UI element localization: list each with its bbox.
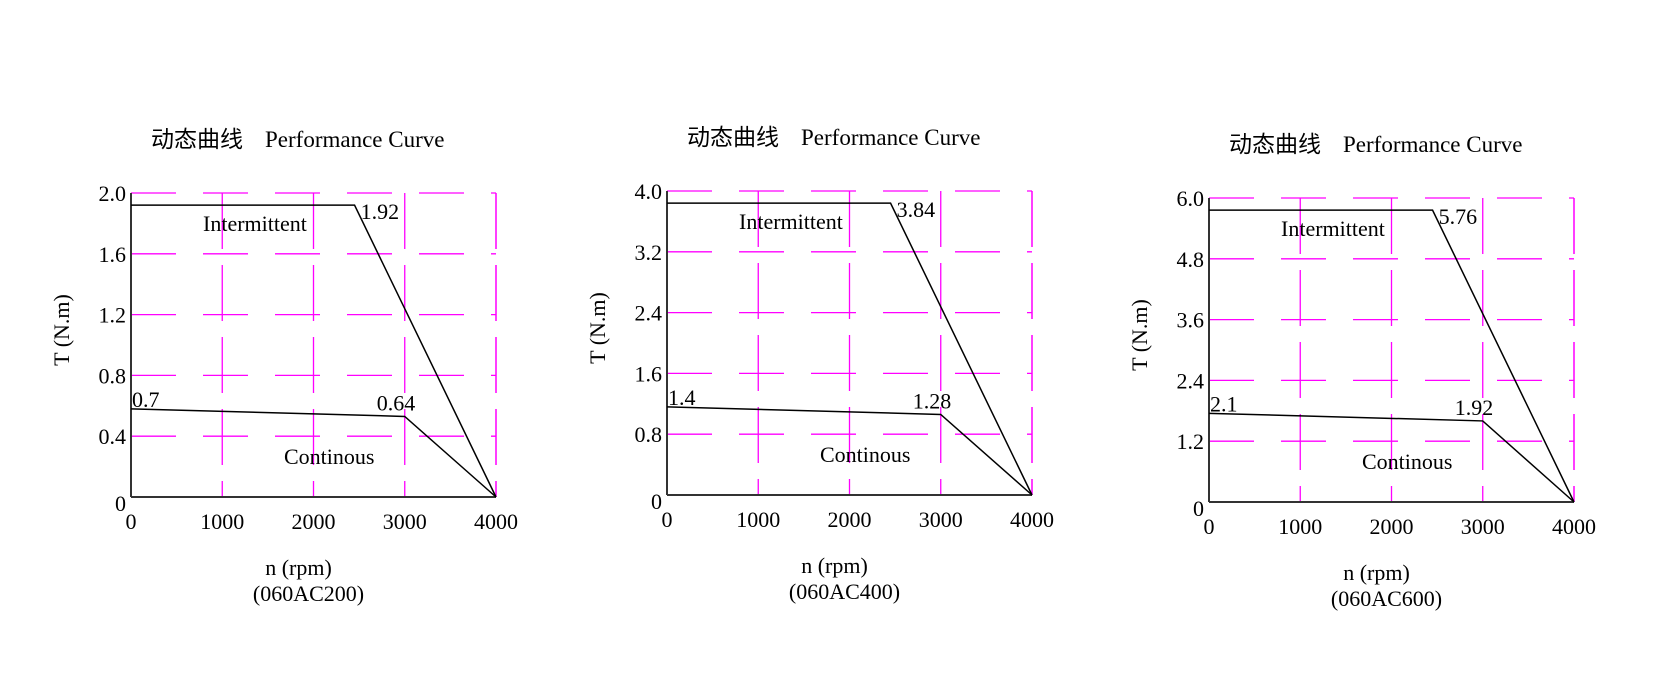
y-tick-label: 0 <box>1193 496 1204 521</box>
chart-title: 动态曲线 Performance Curve <box>687 125 980 150</box>
intermittent-curve <box>131 204 497 498</box>
chart-title-cn: 动态曲线 <box>151 127 243 152</box>
chart-title-en: Performance Curve <box>265 127 444 152</box>
y-tick-label: 1.2 <box>1177 429 1205 454</box>
intermittent-peak-annotation: 1.92 <box>361 199 400 224</box>
chart-title-cn: 动态曲线 <box>1229 132 1321 157</box>
continuous-region-label: Continous <box>284 444 374 469</box>
chart-title: 动态曲线 Performance Curve <box>1229 132 1522 157</box>
intermittent-peak-annotation: 3.84 <box>897 197 936 222</box>
x-tick-label: 3000 <box>383 509 427 534</box>
y-tick-label: 0 <box>115 491 126 516</box>
chart-title-en: Performance Curve <box>1343 132 1522 157</box>
continuous-curve <box>1208 412 1575 503</box>
y-tick-label: 1.2 <box>99 303 127 328</box>
continuous-start-annotation: 2.1 <box>1210 391 1238 416</box>
continuous-curve <box>666 406 1033 496</box>
x-axis-label: n (rpm) <box>265 555 332 580</box>
y-tick-label: 2.4 <box>635 301 663 326</box>
y-axis-label: T (N.m) <box>585 292 610 364</box>
y-tick-label: 0.8 <box>99 363 127 388</box>
y-tick-label: 1.6 <box>99 242 127 267</box>
continuous-knee-annotation: 1.92 <box>1455 395 1494 420</box>
chart-title-en: Performance Curve <box>801 125 980 150</box>
intermittent-peak-annotation: 5.76 <box>1439 204 1478 229</box>
chart-title: 动态曲线 Performance Curve <box>151 127 444 152</box>
continuous-knee-annotation: 0.64 <box>377 390 416 415</box>
x-tick-label: 4000 <box>1010 507 1054 532</box>
intermittent-region-label: Intermittent <box>739 209 843 234</box>
chart-panel-060AC400: 动态曲线 Performance Curve 0 0.8 1.6 2.4 3.2 4.0 0 10… <box>585 125 1054 604</box>
continuous-knee-annotation: 1.28 <box>913 388 952 413</box>
x-tick-label: 1000 <box>1278 514 1322 539</box>
y-tick-label: 4.0 <box>635 179 663 204</box>
intermittent-curve <box>1209 209 1575 503</box>
x-tick-label: 0 <box>662 507 673 532</box>
y-tick-label: 3.2 <box>635 240 663 265</box>
grid <box>1209 197 1575 502</box>
y-tick-label: 4.8 <box>1177 247 1205 272</box>
model-label: (060AC600) <box>1331 586 1442 611</box>
continuous-start-annotation: 1.4 <box>668 385 696 410</box>
y-tick-label: 1.6 <box>635 361 663 386</box>
grid <box>131 192 497 497</box>
chart-panel-060AC200: 动态曲线 Performance Curve 0 0.4 0.8 1.2 1.6 2.0 0 10… <box>49 127 518 606</box>
continuous-curve <box>130 408 497 498</box>
y-tick-label: 2.4 <box>1177 368 1205 393</box>
x-tick-label: 2000 <box>828 507 872 532</box>
x-tick-label: 4000 <box>1552 514 1596 539</box>
y-axis-label: T (N.m) <box>49 294 74 366</box>
x-tick-label: 1000 <box>200 509 244 534</box>
model-label: (060AC200) <box>253 581 364 606</box>
y-axis-label: T (N.m) <box>1127 299 1152 371</box>
x-tick-label: 0 <box>126 509 137 534</box>
continuous-region-label: Continous <box>820 442 910 467</box>
continuous-region-label: Continous <box>1362 449 1452 474</box>
y-tick-label: 6.0 <box>1177 186 1205 211</box>
intermittent-curve <box>667 202 1033 496</box>
x-tick-label: 3000 <box>1461 514 1505 539</box>
y-tick-label: 2.0 <box>99 181 127 206</box>
x-axis-label: n (rpm) <box>1343 560 1410 585</box>
x-axis-label: n (rpm) <box>801 553 868 578</box>
x-tick-label: 2000 <box>1370 514 1414 539</box>
y-tick-label: 3.6 <box>1177 308 1205 333</box>
x-tick-label: 0 <box>1204 514 1215 539</box>
grid <box>667 190 1033 495</box>
intermittent-region-label: Intermittent <box>1281 216 1385 241</box>
x-tick-label: 4000 <box>474 509 518 534</box>
x-tick-label: 3000 <box>919 507 963 532</box>
chart-panel-060AC600: 动态曲线 Performance Curve 0 1.2 2.4 3.6 4.8 6.0 0 10… <box>1127 132 1596 611</box>
x-tick-label: 2000 <box>292 509 336 534</box>
continuous-start-annotation: 0.7 <box>132 387 160 412</box>
model-label: (060AC400) <box>789 579 900 604</box>
y-tick-label: 0.4 <box>99 424 127 449</box>
intermittent-region-label: Intermittent <box>203 211 307 236</box>
x-tick-label: 1000 <box>736 507 780 532</box>
chart-title-cn: 动态曲线 <box>687 125 779 150</box>
y-tick-label: 0.8 <box>635 422 663 447</box>
y-tick-label: 0 <box>651 489 662 514</box>
